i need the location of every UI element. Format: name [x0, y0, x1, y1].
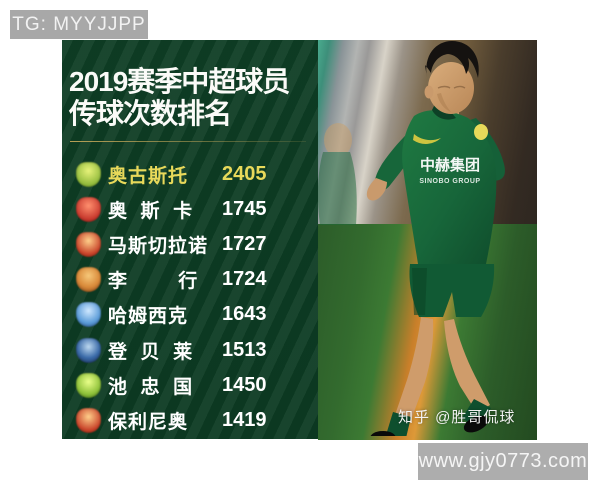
svg-text:SINOBO GROUP: SINOBO GROUP — [419, 178, 480, 185]
svg-text:中赫集团: 中赫集团 — [420, 156, 480, 174]
